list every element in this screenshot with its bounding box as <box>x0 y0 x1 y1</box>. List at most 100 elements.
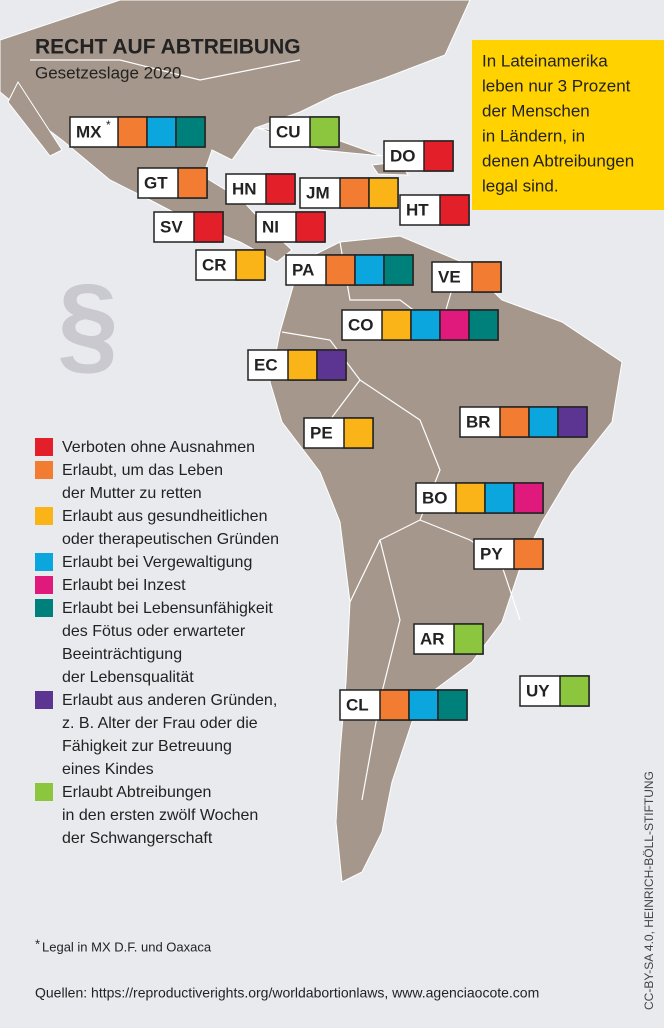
country-code: PE <box>310 423 333 442</box>
legend-label: Erlaubt Abtreibungen <box>62 784 211 801</box>
law-swatch <box>468 309 499 341</box>
law-swatch <box>484 482 515 514</box>
country-label: PY <box>473 538 544 570</box>
law-swatch <box>471 261 502 293</box>
country-code: AR <box>420 629 445 648</box>
legend-label: oder therapeutischen Gründen <box>62 531 279 548</box>
law-swatch <box>354 254 385 286</box>
country-label: JM <box>299 177 399 209</box>
country-label: CL <box>339 689 468 721</box>
law-swatch <box>117 116 148 148</box>
law-swatch <box>439 194 470 226</box>
law-swatch <box>423 140 454 172</box>
law-swatch <box>295 211 326 243</box>
law-swatch <box>379 689 410 721</box>
country-label: VE <box>431 261 502 293</box>
country-label: DO <box>383 140 454 172</box>
legend-label: Erlaubt bei Vergewaltigung <box>62 554 252 571</box>
law-swatch <box>455 482 486 514</box>
callout-box <box>472 40 664 210</box>
country-label: PE <box>303 417 374 449</box>
callout-line: in Ländern, in <box>482 126 585 145</box>
law-swatch <box>339 177 370 209</box>
legend-label: Fähigkeit zur Betreuung <box>62 738 232 755</box>
country-label: MX * <box>69 116 206 148</box>
callout: In Lateinamerika leben nur 3 Prozent der M… <box>472 40 664 210</box>
law-swatch <box>439 309 470 341</box>
border <box>30 59 301 81</box>
country-code: PY <box>480 544 503 563</box>
legend-label: Erlaubt bei Inzest <box>62 577 186 594</box>
law-swatch <box>410 309 441 341</box>
country-code: EC <box>254 355 278 374</box>
law-swatch <box>325 254 356 286</box>
country-label: EC <box>247 349 347 381</box>
country-label: UY <box>519 675 590 707</box>
country-label: BR <box>459 406 588 438</box>
country-code: CL <box>346 695 369 714</box>
credit: CC-BY-SA 4.0, HEINRICH-BÖLL-STIFTUNG <box>642 771 656 1010</box>
law-swatch <box>453 623 484 655</box>
law-swatch <box>343 417 374 449</box>
legend-swatch <box>35 461 53 479</box>
legend: Verboten ohne Ausnahmen Erlaubt, um das L… <box>35 438 279 847</box>
country-labels: MX * CU DO GT HN JM HT SV NI CR PA VE CO EC PE BR BO PY AR U… <box>69 116 590 721</box>
law-swatch <box>265 173 296 205</box>
legend-label: der Mutter zu retten <box>62 485 202 502</box>
callout-line: leben nur 3 Prozent <box>482 76 631 95</box>
legend-label: Verboten ohne Ausnahmen <box>62 439 255 456</box>
country-code: UY <box>526 681 550 700</box>
country-code: BO <box>422 488 448 507</box>
note-mark: * <box>106 118 111 132</box>
law-swatch <box>557 406 588 438</box>
country-label: BO <box>415 482 544 514</box>
callout-line: der Menschen <box>482 101 590 120</box>
legend-label: eines Kindes <box>62 761 154 778</box>
legend-label: in den ersten zwölf Wochen <box>62 807 258 824</box>
law-swatch <box>383 254 414 286</box>
callout-line: legal sind. <box>482 176 559 195</box>
law-swatch <box>368 177 399 209</box>
legend-label: Beeinträchtigung <box>62 646 182 663</box>
country-code: MX <box>76 122 102 141</box>
country-code: HN <box>232 179 257 198</box>
law-swatch <box>528 406 559 438</box>
law-swatch <box>513 538 544 570</box>
law-swatch <box>235 249 266 281</box>
country-code: GT <box>144 173 168 192</box>
law-swatch <box>193 211 224 243</box>
country-code: NI <box>262 217 279 236</box>
law-swatch <box>175 116 206 148</box>
country-code: CR <box>202 255 227 274</box>
country-code: CU <box>276 122 301 141</box>
law-swatch <box>316 349 347 381</box>
legend-label: Erlaubt bei Lebensunfähigkeit <box>62 600 273 617</box>
law-swatch <box>499 406 530 438</box>
subtitle: Gesetzeslage 2020 <box>35 63 182 82</box>
legend-swatch <box>35 576 53 594</box>
border <box>361 539 401 801</box>
legend-swatch <box>35 438 53 456</box>
law-swatch <box>437 689 468 721</box>
country-label: AR <box>413 623 484 655</box>
country-label: CU <box>269 116 340 148</box>
law-swatch <box>287 349 318 381</box>
title: RECHT AUF ABTREIBUNG <box>35 36 301 59</box>
legend-label: z. B. Alter der Frau oder die <box>62 715 258 732</box>
legend-swatch <box>35 783 53 801</box>
country-code: BR <box>466 412 491 431</box>
baja <box>7 80 63 157</box>
legend-label: der Schwangerschaft <box>62 830 213 847</box>
legend-swatch <box>35 507 53 525</box>
country-label: HT <box>399 194 470 226</box>
callout-line: denen Abtreibungen <box>482 151 634 170</box>
legend-label: Erlaubt, um das Leben <box>62 462 223 479</box>
legend-swatch <box>35 553 53 571</box>
country-label: GT <box>137 167 208 199</box>
legend-label: der Lebensqualität <box>62 669 194 686</box>
country-label: HN <box>225 173 296 205</box>
law-swatch <box>381 309 412 341</box>
country-code: HT <box>406 200 429 219</box>
law-swatch <box>146 116 177 148</box>
